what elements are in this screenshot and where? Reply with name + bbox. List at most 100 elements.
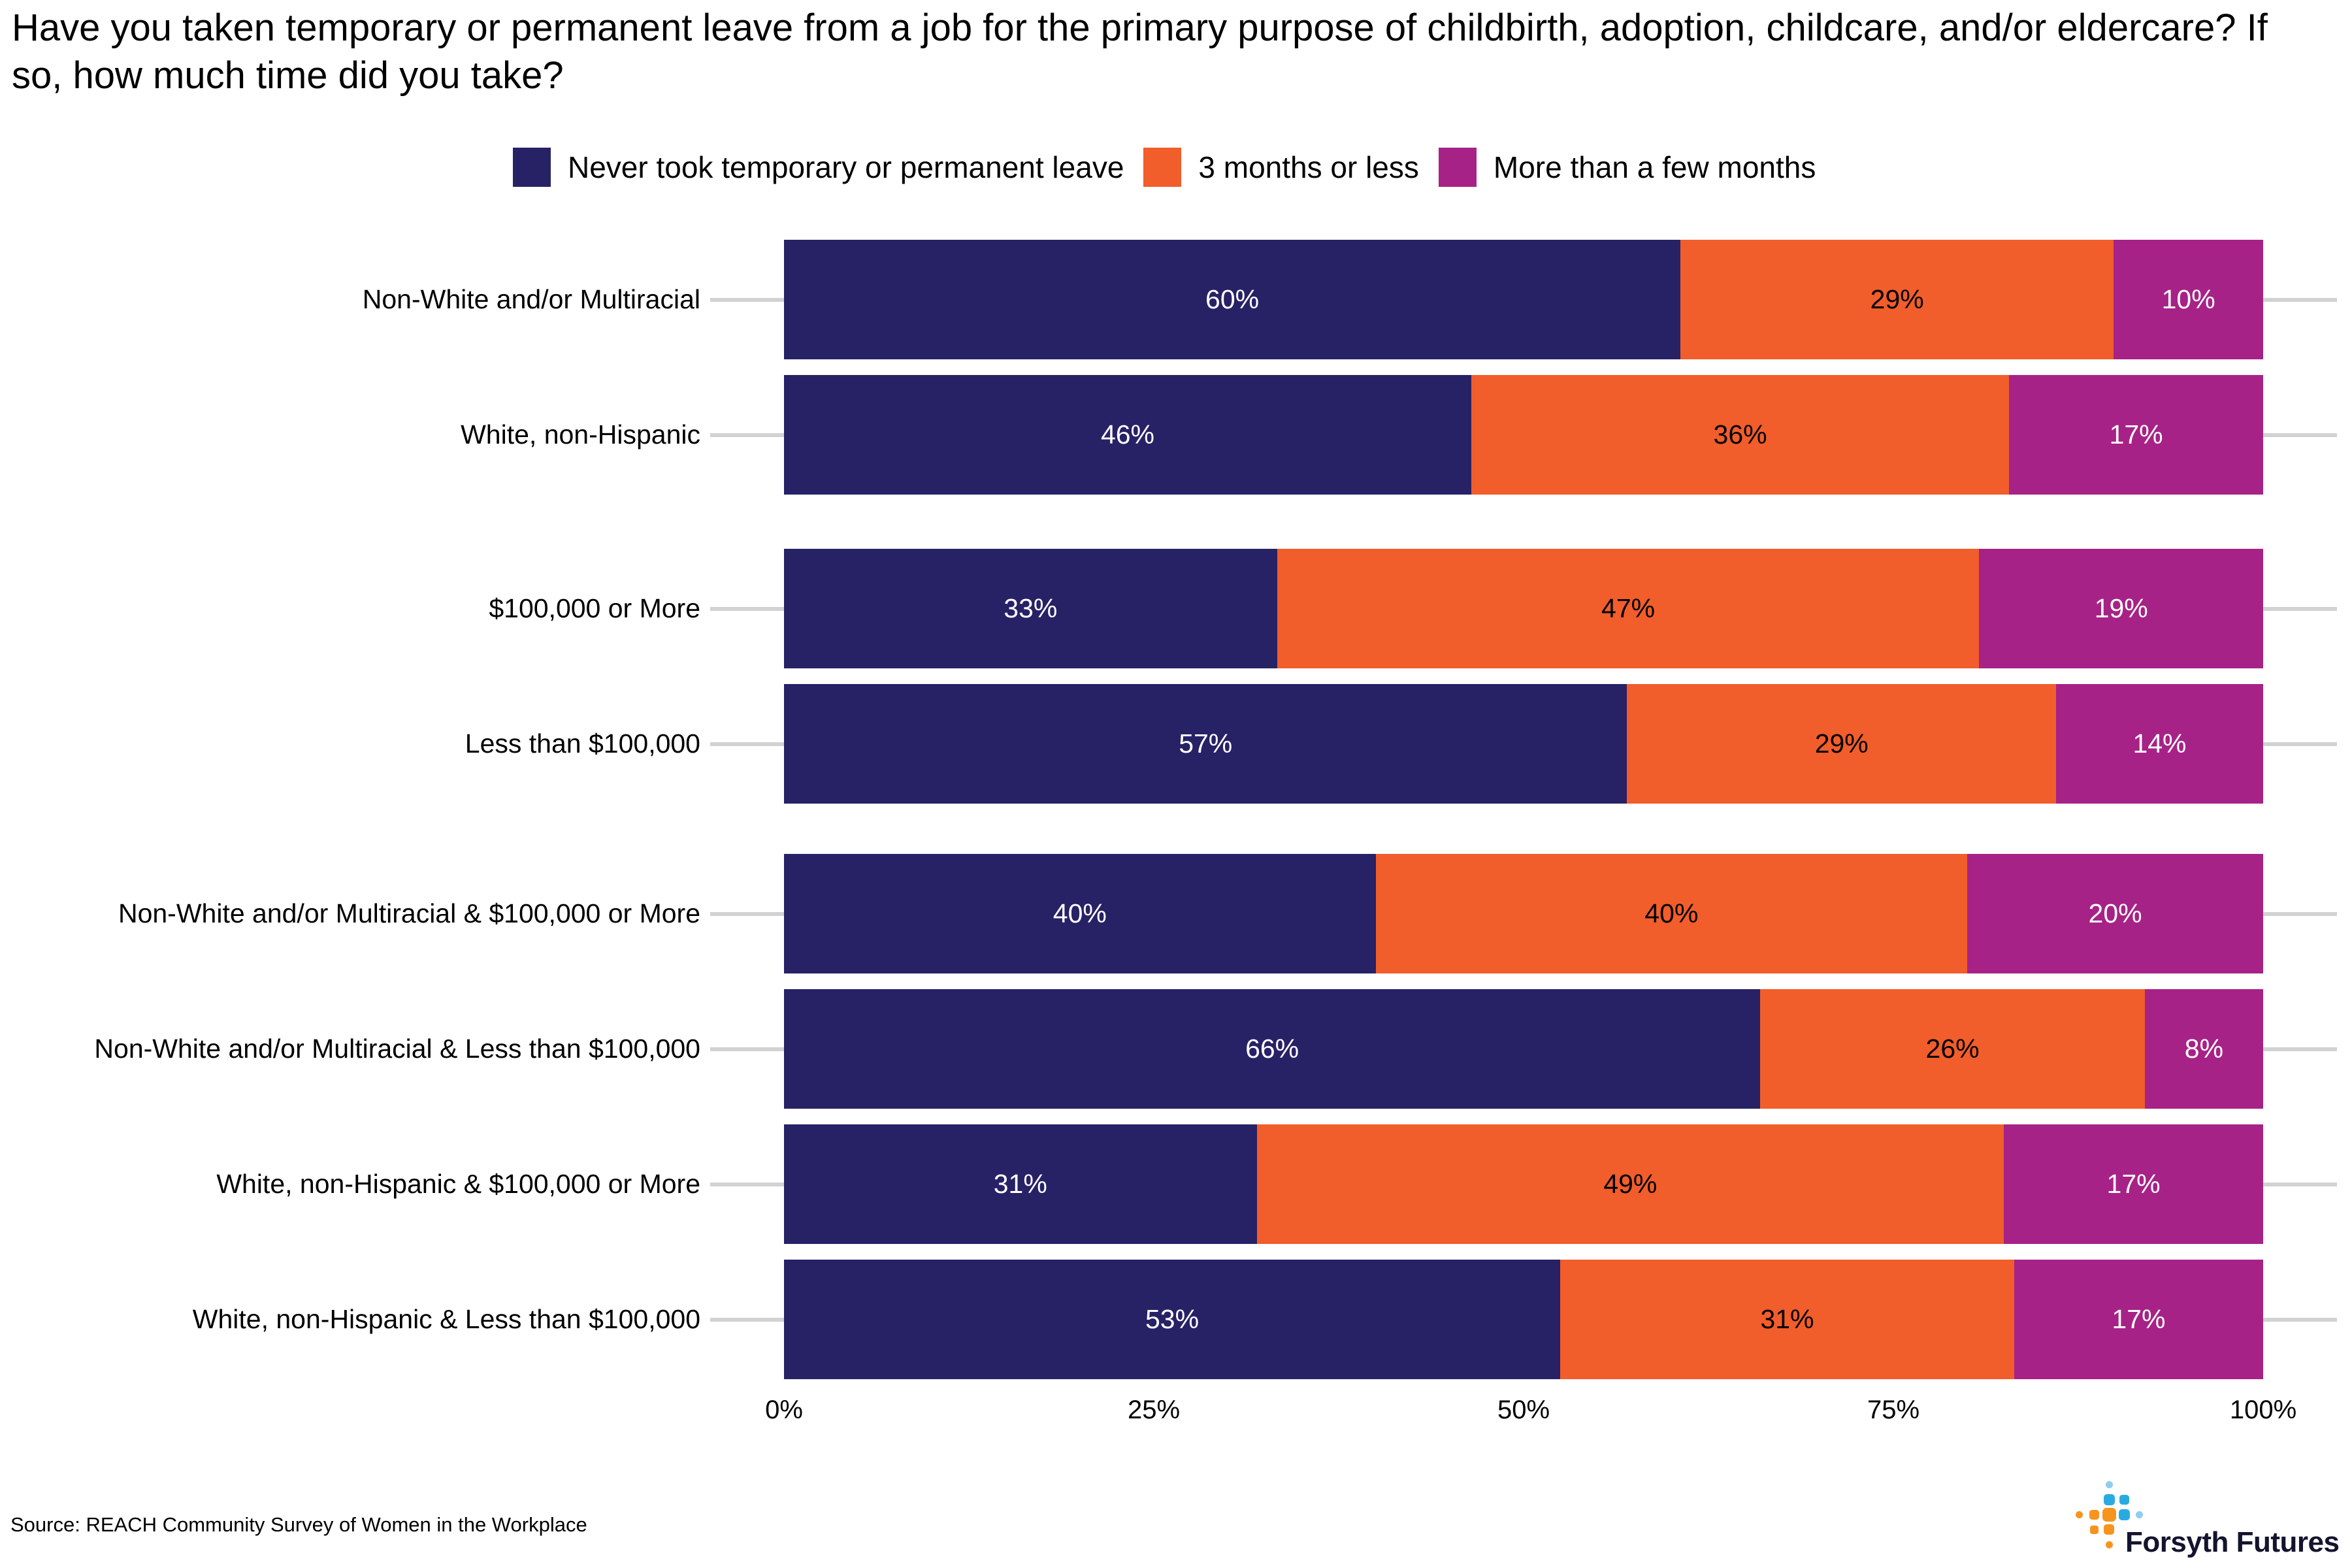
value-label: 26% (1925, 1034, 1980, 1064)
bar-row: White, non-Hispanic & Less than $100,000… (0, 1260, 2352, 1379)
legend-item: Never took temporary or permanent leave (513, 148, 1124, 187)
category-label: $100,000 or More (489, 593, 700, 623)
value-label: 57% (1179, 728, 1233, 759)
legend-swatch-icon (513, 148, 551, 187)
bar-row: $100,000 or More 33% 47% 19% (0, 549, 2352, 668)
value-label: 20% (2088, 898, 2142, 928)
category-label: White, non-Hispanic & Less than $100,000 (192, 1304, 700, 1334)
stacked-bar: 46% 36% 17% (784, 375, 2263, 495)
logo-dot (2089, 1509, 2099, 1520)
logo-dot (2135, 1511, 2143, 1518)
bar-segment-3-months-or-less: 29% (1680, 240, 2114, 359)
category-label: White, non-Hispanic & $100,000 or More (216, 1169, 700, 1199)
bar-segment-never-took-leave: 66% (784, 989, 1761, 1109)
stacked-bar: 53% 31% 17% (784, 1260, 2263, 1379)
value-label: 49% (1603, 1169, 1658, 1199)
bar-segment-more-than-few-months: 17% (2009, 375, 2263, 495)
value-label: 47% (1601, 593, 1656, 623)
value-label: 33% (1004, 593, 1058, 623)
value-label: 31% (993, 1169, 1047, 1199)
value-label: 60% (1205, 284, 1260, 314)
logo-dot (2104, 1524, 2114, 1535)
forsyth-futures-logo-icon (2058, 1470, 2163, 1555)
bar-segment-3-months-or-less: 36% (1471, 375, 2010, 495)
stacked-bar: 40% 40% 20% (784, 854, 2263, 973)
bar-panel: 40% 40% 20% (710, 854, 2337, 973)
bar-row: White, non-Hispanic 46% 36% 17% (0, 375, 2352, 495)
stacked-bar: 57% 29% 14% (784, 684, 2263, 804)
logo-dot (2105, 1541, 2113, 1548)
bar-segment-never-took-leave: 40% (784, 854, 1376, 973)
stacked-bar: 60% 29% 10% (784, 240, 2263, 359)
bar-segment-more-than-few-months: 10% (2114, 240, 2263, 359)
value-label: 19% (2094, 593, 2148, 623)
bar-segment-3-months-or-less: 29% (1627, 684, 2057, 804)
value-label: 17% (2109, 419, 2163, 449)
value-label: 46% (1100, 419, 1154, 449)
bar-row: Non-White and/or Multiracial & $100,000 … (0, 854, 2352, 973)
bar-segment-never-took-leave: 60% (784, 240, 1681, 359)
value-label: 14% (2132, 728, 2187, 759)
category-label: Non-White and/or Multiracial & $100,000 … (118, 898, 700, 928)
logo-dot (2075, 1511, 2083, 1518)
bar-row: Less than $100,000 57% 29% 14% (0, 684, 2352, 804)
value-label: 17% (2106, 1169, 2161, 1199)
logo-dot (2119, 1494, 2129, 1505)
bar-panel: 33% 47% 19% (710, 549, 2337, 668)
chart-title: Have you taken temporary or permanent le… (12, 7, 2268, 97)
bar-row: Non-White and/or Multiracial 60% 29% 10% (0, 240, 2352, 359)
bar-segment-3-months-or-less: 47% (1277, 549, 1980, 668)
bar-segment-never-took-leave: 53% (784, 1260, 1561, 1379)
stacked-bar: 33% 47% 19% (784, 549, 2263, 668)
category-label: Less than $100,000 (465, 728, 700, 759)
legend-label: Never took temporary or permanent leave (568, 150, 1124, 184)
bar-segment-never-took-leave: 33% (784, 549, 1277, 668)
legend-item: 3 months or less (1143, 148, 1419, 187)
bar-panel: 31% 49% 17% (710, 1124, 2337, 1244)
bar-segment-3-months-or-less: 40% (1375, 854, 1968, 973)
bar-segment-never-took-leave: 57% (784, 684, 1627, 804)
legend-label: 3 months or less (1198, 150, 1419, 184)
stacked-bar: 66% 26% 8% (784, 989, 2263, 1109)
category-label: White, non-Hispanic (461, 419, 700, 449)
value-label: 31% (1760, 1304, 1814, 1334)
legend-swatch-icon (1438, 148, 1477, 187)
legend: Never took temporary or permanent leave 3… (513, 148, 1816, 187)
value-label: 40% (1053, 898, 1107, 928)
bar-segment-more-than-few-months: 17% (2014, 1260, 2263, 1379)
bar-segment-more-than-few-months: 14% (2056, 684, 2263, 804)
logo-dot (2105, 1480, 2113, 1488)
bar-panel: 46% 36% 17% (710, 375, 2337, 495)
logo-dot (2089, 1525, 2099, 1534)
bar-segment-3-months-or-less: 26% (1760, 989, 2145, 1109)
value-label: 10% (2161, 284, 2215, 314)
bar-segment-3-months-or-less: 31% (1560, 1260, 2014, 1379)
bar-row: Non-White and/or Multiracial & Less than… (0, 989, 2352, 1109)
value-label: 17% (2112, 1304, 2166, 1334)
value-label: 36% (1713, 419, 1767, 449)
logo-text: Forsyth Futures (2125, 1526, 2340, 1558)
bar-row: White, non-Hispanic & $100,000 or More 31… (0, 1124, 2352, 1244)
source-note: Source: REACH Community Survey of Women … (10, 1513, 587, 1536)
logo-dot (2118, 1509, 2130, 1520)
logo-dot (2103, 1494, 2115, 1505)
value-label: 29% (1814, 728, 1869, 759)
bar-segment-more-than-few-months: 8% (2144, 989, 2263, 1109)
legend-label: More than a few months (1493, 150, 1816, 184)
bar-segment-more-than-few-months: 19% (1979, 549, 2263, 668)
bar-segment-never-took-leave: 46% (784, 375, 1471, 495)
bar-segment-more-than-few-months: 17% (2004, 1124, 2263, 1244)
forsyth-futures-logo: Forsyth Futures (2058, 1470, 2352, 1568)
legend-item: More than a few months (1438, 148, 1816, 187)
bar-panel: 60% 29% 10% (710, 240, 2337, 359)
bar-panel: 66% 26% 8% (710, 989, 2337, 1109)
value-label: 66% (1245, 1034, 1299, 1064)
stacked-bar: 31% 49% 17% (784, 1124, 2263, 1244)
value-label: 8% (2184, 1034, 2224, 1064)
bar-panel: 53% 31% 17% (710, 1260, 2337, 1379)
legend-swatch-icon (1143, 148, 1182, 187)
bar-segment-more-than-few-months: 20% (1967, 854, 2263, 973)
value-label: 40% (1644, 898, 1699, 928)
